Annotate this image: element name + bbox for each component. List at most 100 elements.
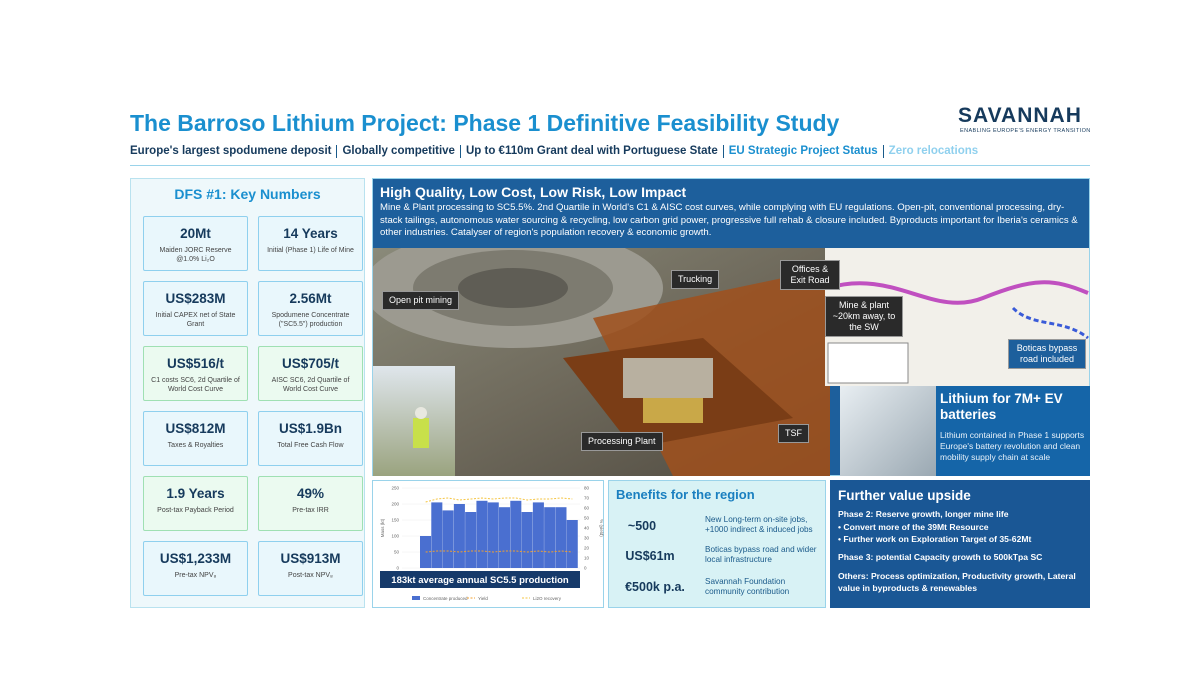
panel-title: Benefits for the region (616, 487, 755, 502)
key-number-card: US$913M Post-tax NPV₈ (258, 541, 363, 596)
y2-tick-label: 70 (584, 496, 590, 501)
logo: SAVANNAH (958, 104, 1082, 127)
key-number-value: 14 Years (283, 226, 338, 241)
key-number-card: 2.56Mt Spodumene Concentrate ("SC5.5") pr… (258, 281, 363, 336)
key-number-value: US$913M (280, 551, 341, 566)
key-number-value: 20Mt (180, 226, 211, 241)
bullet-text: Convert more of the 39Mt Resource (843, 522, 989, 532)
bar (420, 536, 432, 568)
y-tick-label: 100 (391, 534, 399, 539)
key-number-label: Pre-tax IRR (292, 507, 329, 514)
panel-title: DFS #1: Key Numbers (174, 186, 321, 202)
image-label: Processing Plant (581, 432, 663, 451)
y-tick-label: 150 (391, 518, 399, 523)
key-number-card: US$1.9Bn Total Free Cash Flow (258, 411, 363, 466)
legend-label: Yield (478, 596, 488, 601)
upside-text: Phase 2: Reserve growth, longer mine lif… (838, 509, 1009, 519)
image-label: TSF (778, 424, 809, 443)
key-number-card: US$812M Taxes & Royalties (143, 411, 248, 466)
key-number-card: 20Mt Maiden JORC Reserve @1.0% Li₂O (143, 216, 248, 271)
upside-bullet: • Further work on Exploration Target of … (838, 534, 1032, 544)
chart-caption: 183kt average annual SC5.5 production (391, 575, 569, 586)
bar (544, 507, 556, 568)
key-number-value: US$705/t (281, 356, 340, 371)
y-tick-label: 200 (391, 502, 399, 507)
key-number-card: US$283M Initial CAPEX net of State Grant (143, 281, 248, 336)
highlight: Europe's largest spodumene deposit (130, 145, 338, 158)
image-label: Offices & Exit Road (780, 260, 840, 290)
highlight: EU Strategic Project Status (724, 145, 884, 158)
key-number-card: 1.9 Years Post-tax Payback Period (143, 476, 248, 531)
y2-tick-label: 50 (584, 516, 590, 521)
highlights: Europe's largest spodumene deposit Globa… (130, 145, 983, 158)
benefit-value: €500k p.a. (625, 580, 685, 594)
bar (487, 502, 499, 568)
upside-text: Phase 3: potential Capacity growth to 50… (838, 552, 1043, 562)
key-number-card: US$1,233M Pre-tax NPV₈ (143, 541, 248, 596)
upside-bullet: • Convert more of the 39Mt Resource (838, 522, 989, 532)
key-number-label: Maiden JORC Reserve @1.0% Li₂O (159, 247, 232, 263)
panel-text: Lithium contained in Phase 1 supports Eu… (940, 430, 1085, 462)
key-number-label: C1 costs SC6, 2d Quartile of World Cost … (151, 377, 240, 393)
panel-text: Mine & Plant processing to SC5.5%. 2nd Q… (380, 202, 1078, 238)
bar (465, 512, 477, 568)
y-tick-label: 50 (394, 550, 400, 555)
benefit-text: Savannah Foundation community contributi… (705, 577, 790, 596)
line-series (425, 497, 573, 503)
key-number-card: 14 Years Initial (Phase 1) Life of Mine (258, 216, 363, 271)
ev-image (840, 386, 936, 476)
y2-tick-label: 20 (584, 546, 590, 551)
key-number-value: US$812M (165, 421, 226, 436)
line-series (425, 550, 573, 553)
image-label: Open pit mining (382, 291, 460, 310)
key-number-card: US$705/t AISC SC6, 2d Quartile of World C… (258, 346, 363, 401)
key-number-label: Post-tax NPV₈ (288, 572, 333, 579)
highlight: Zero relocations (888, 145, 979, 157)
key-number-label: Spodumene Concentrate ("SC5.5") producti… (271, 312, 350, 328)
y-tick-label: 250 (391, 486, 399, 491)
logo-tagline: ENABLING EUROPE'S ENERGY TRANSITION (960, 128, 1091, 134)
y2-tick-label: 10 (584, 556, 590, 561)
image-label: Trucking (671, 270, 720, 289)
legend-label: Li2O recovery (533, 596, 562, 601)
y2-axis-label: % (yield) (599, 519, 604, 537)
key-number-value: 1.9 Years (166, 486, 225, 501)
key-number-value: US$1,233M (159, 551, 232, 566)
benefit-value: US$61m (625, 549, 675, 563)
site-image (373, 248, 1089, 476)
benefits-panel (608, 480, 826, 608)
key-number-label: Post-tax Payback Period (157, 507, 234, 514)
key-number-value: US$283M (165, 291, 226, 306)
panel-title: Lithium for 7M+ EV batteries (940, 391, 1063, 422)
chart: 0 50 100 150 200 250 0 10 20 30 40 50 60 70 80 Mass (kt… (380, 486, 604, 601)
key-number-value: US$1.9Bn (278, 421, 343, 436)
panel-title: Further value upside (838, 488, 971, 503)
key-number-label: Initial (Phase 1) Life of Mine (267, 247, 354, 254)
bar (532, 502, 544, 568)
bar (453, 504, 465, 568)
title: The Barroso Lithium Project: Phase 1 Def… (130, 110, 840, 136)
y2-tick-label: 30 (584, 536, 590, 541)
y2-tick-label: 40 (584, 526, 590, 531)
bar (521, 512, 533, 568)
bar (555, 507, 567, 568)
key-number-card: 49% Pre-tax IRR (258, 476, 363, 531)
highlight: Globally competitive (337, 145, 461, 158)
key-number-card: US$516/t C1 costs SC6, 2d Quartile of Wor… (143, 346, 248, 401)
divider (130, 165, 1090, 166)
highlight: Up to €110m Grant deal with Portuguese S… (461, 145, 724, 158)
y-tick-label: 0 (396, 566, 399, 571)
legend-swatch (412, 596, 420, 600)
bullet-text: Further work on Exploration Target of 35… (843, 534, 1032, 544)
image-label: Boticas bypass road included (1008, 339, 1086, 369)
key-number-label: Initial CAPEX net of State Grant (155, 312, 236, 328)
caption-bar (380, 571, 580, 588)
key-number-label: AISC SC6, 2d Quartile of World Cost Curv… (271, 377, 350, 393)
key-number-value: 2.56Mt (289, 291, 332, 306)
key-number-label: Total Free Cash Flow (277, 442, 344, 449)
y-axis-label: Mass (kt) (380, 518, 385, 537)
bar (442, 510, 454, 568)
key-number-label: Taxes & Royalties (167, 442, 224, 449)
upside-panel: Further value upside Phase 2: Reserve gr… (830, 480, 1090, 608)
